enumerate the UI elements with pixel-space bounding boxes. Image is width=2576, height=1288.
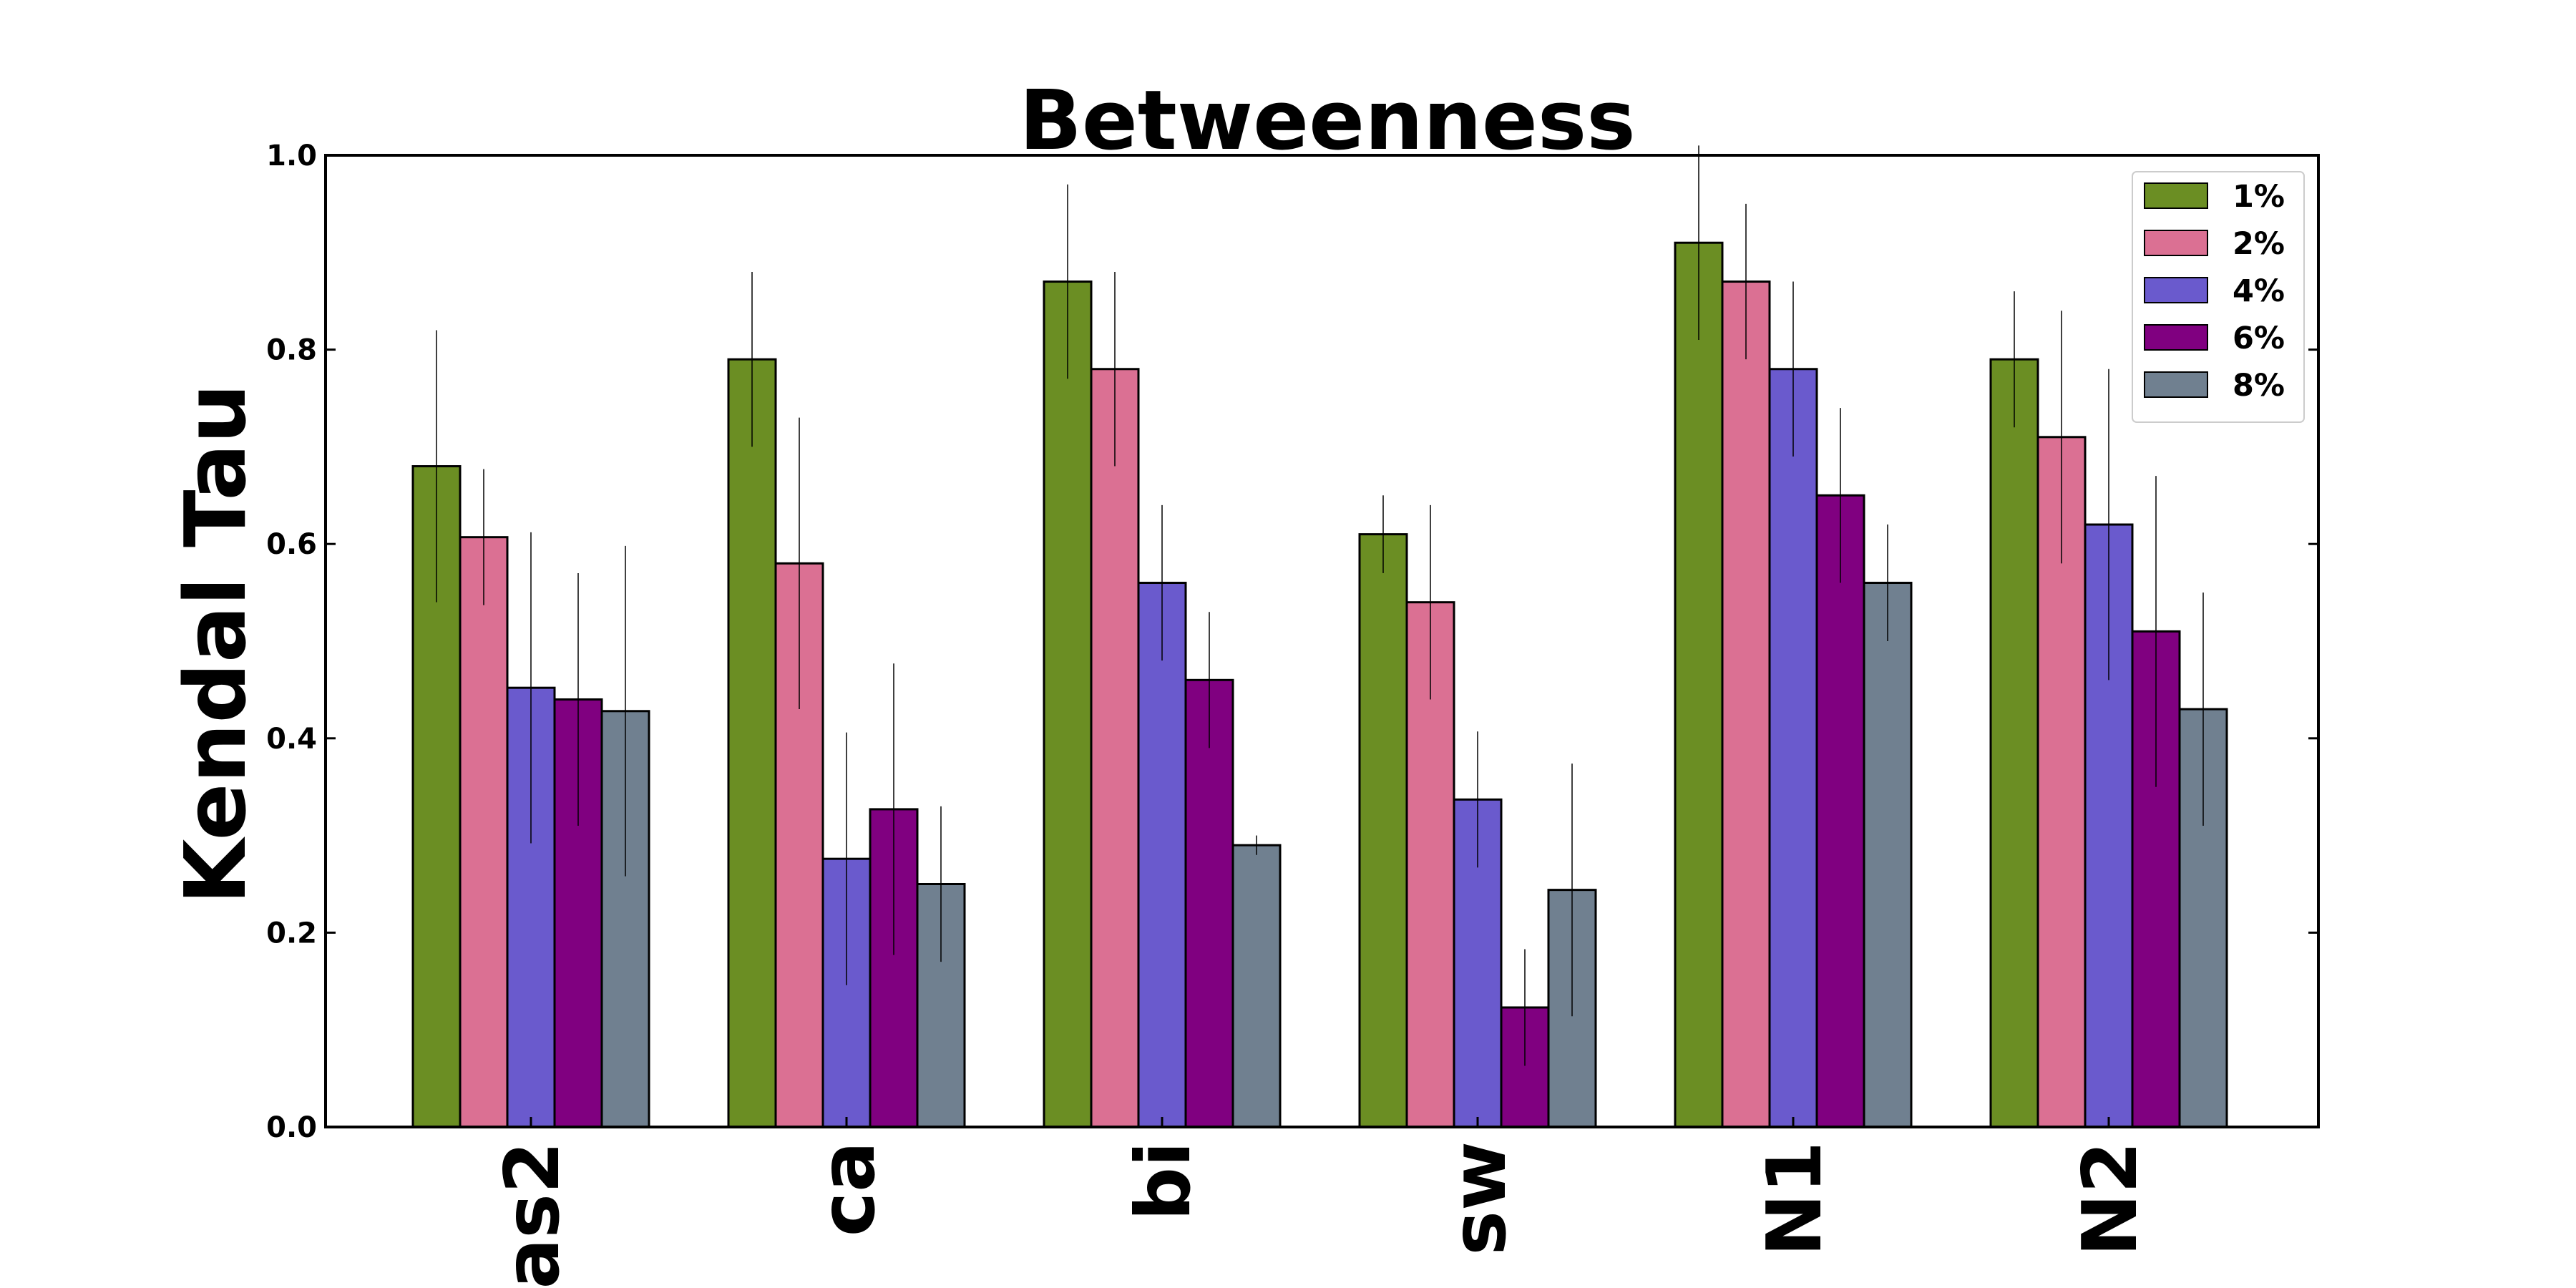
legend-label-1pct: 1% <box>2233 179 2285 215</box>
bar-2pct-as2 <box>459 536 509 1128</box>
legend-label-8pct: 8% <box>2233 368 2285 404</box>
bar-6pct-N1 <box>1815 494 1865 1128</box>
bar-8pct-bi <box>1231 844 1282 1128</box>
bar-2pct-bi <box>1090 368 1140 1128</box>
legend-label-6pct: 6% <box>2233 321 2285 356</box>
error-bars-layer <box>436 145 2204 1066</box>
bar-8pct-N1 <box>1863 582 1913 1128</box>
plot-frame <box>324 154 2320 1128</box>
legend-swatch-6pct <box>2144 324 2208 351</box>
y-ticks-layer: 0.0 0.2 0.4 0.6 0.8 1.0 <box>266 140 2318 1144</box>
bar-1pct-ca <box>727 358 777 1128</box>
chart-title: Betweenness <box>1019 73 1636 169</box>
bar-1pct-N1 <box>1674 241 1724 1128</box>
x-tick-label-ca: ca <box>804 1141 892 1236</box>
y-tick-label: 0.0 <box>266 1111 317 1144</box>
legend-swatch-4pct <box>2144 277 2208 303</box>
y-axis-label: Kendal Tau <box>166 384 265 904</box>
y-tick-label: 1.0 <box>266 140 317 172</box>
bar-1pct-N2 <box>1989 358 2039 1128</box>
x-tick-label-N1: N1 <box>1751 1141 1838 1257</box>
y-tick-label: 0.2 <box>266 917 317 950</box>
bar-1pct-bi <box>1043 280 1093 1128</box>
bar-4pct-N1 <box>1768 368 1818 1128</box>
x-tick-label-N2: N2 <box>2067 1141 2154 1257</box>
bars-layer <box>411 241 2228 1128</box>
x-tick-label-as2: as2 <box>489 1141 576 1288</box>
legend-label-2pct: 2% <box>2233 226 2285 262</box>
bar-1pct-sw <box>1358 533 1408 1128</box>
legend: 1% 2% 4% 6% 8% <box>2132 171 2305 423</box>
legend-swatch-1pct <box>2144 182 2208 209</box>
bar-2pct-N1 <box>1721 280 1771 1128</box>
bar-4pct-bi <box>1137 582 1187 1128</box>
y-tick-label: 0.4 <box>266 723 317 756</box>
x-ticks-layer: as2 ca bi sw N1 N2 <box>489 1117 2154 1288</box>
x-tick-label-bi: bi <box>1120 1141 1207 1221</box>
y-tick-label: 0.8 <box>266 334 317 367</box>
legend-swatch-8pct <box>2144 371 2208 398</box>
legend-label-4pct: 4% <box>2233 273 2285 309</box>
legend-swatch-2pct <box>2144 230 2208 256</box>
y-tick-label: 0.6 <box>266 528 317 561</box>
x-tick-label-sw: sw <box>1435 1141 1523 1256</box>
